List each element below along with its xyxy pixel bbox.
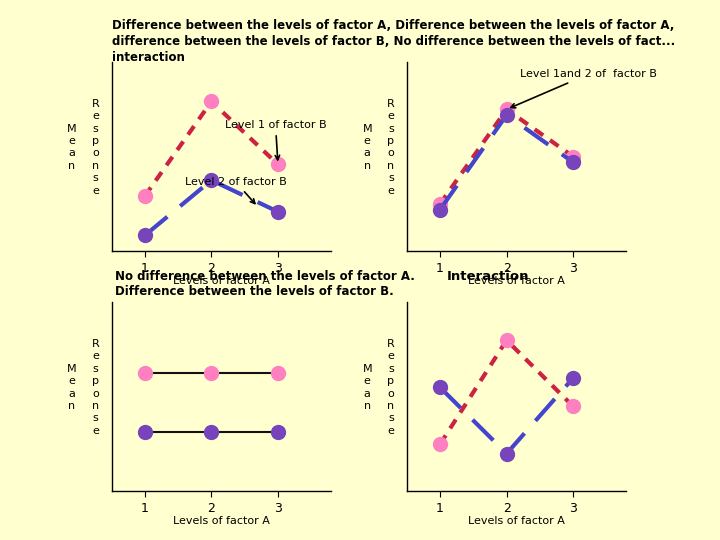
Text: Interaction: Interaction	[446, 270, 529, 283]
Text: interaction: interaction	[112, 51, 184, 64]
Text: difference between the levels of factor B, No difference between the levels of f: difference between the levels of factor …	[112, 35, 675, 48]
X-axis label: Levels of factor A: Levels of factor A	[468, 276, 565, 286]
Text: R
e
s
p
o
n
s
e: R e s p o n s e	[387, 99, 395, 195]
Text: No difference between the levels of factor A.: No difference between the levels of fact…	[115, 270, 415, 283]
Text: R
e
s
p
o
n
s
e: R e s p o n s e	[92, 339, 99, 436]
Text: M
e
a
n: M e a n	[362, 124, 372, 171]
Text: Difference between the levels of factor A, Difference between the levels of fact: Difference between the levels of factor …	[112, 19, 674, 32]
Text: M
e
a
n: M e a n	[67, 364, 77, 411]
Text: M
e
a
n: M e a n	[362, 364, 372, 411]
Text: Level 1 of factor B: Level 1 of factor B	[225, 120, 326, 160]
Text: R
e
s
p
o
n
s
e: R e s p o n s e	[92, 99, 99, 195]
Text: R
e
s
p
o
n
s
e: R e s p o n s e	[387, 339, 395, 436]
Text: Difference between the levels of factor B.: Difference between the levels of factor …	[115, 285, 394, 298]
Text: M
e
a
n: M e a n	[67, 124, 77, 171]
Text: Level 2 of factor B: Level 2 of factor B	[185, 177, 287, 204]
X-axis label: Levels of factor A: Levels of factor A	[173, 276, 270, 286]
X-axis label: Levels of factor A: Levels of factor A	[173, 516, 270, 526]
Text: Level 1and 2 of  factor B: Level 1and 2 of factor B	[511, 69, 657, 108]
X-axis label: Levels of factor A: Levels of factor A	[468, 516, 565, 526]
